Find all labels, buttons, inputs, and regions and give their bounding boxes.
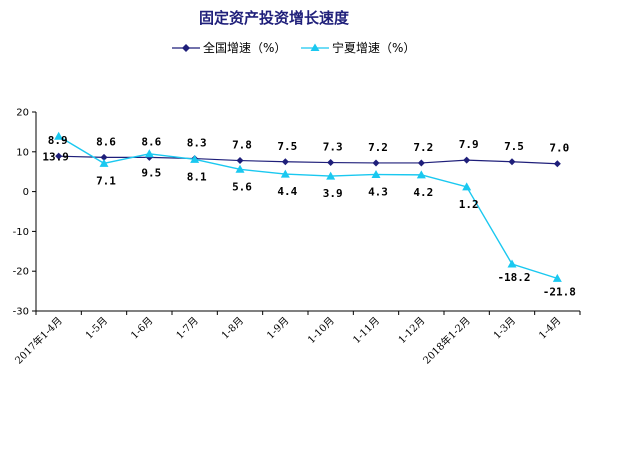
data-label-national: 7.8 <box>232 139 252 152</box>
data-label-ningxia: 3.9 <box>323 187 343 200</box>
point-ningxia <box>190 154 200 163</box>
data-label-ningxia: -21.8 <box>543 285 576 298</box>
data-label-ningxia: 9.5 <box>141 166 161 179</box>
point-ningxia <box>416 170 426 179</box>
chart-title: 固定资产投资增长速度 <box>199 9 350 27</box>
point-national <box>327 159 335 167</box>
x-tick-label: 1-4月 <box>537 315 564 342</box>
point-ningxia <box>462 182 472 191</box>
point-ningxia <box>144 149 154 158</box>
legend-item-ningxia: 宁夏增速（%） <box>301 40 415 55</box>
point-national <box>553 160 561 168</box>
point-national <box>508 158 516 166</box>
y-tick-label: 20 <box>16 108 29 119</box>
data-label-national: 7.0 <box>549 142 569 155</box>
legend-label-ningxia: 宁夏增速（%） <box>332 40 415 55</box>
point-national <box>281 158 289 166</box>
x-tick-label: 1-7月 <box>174 315 201 342</box>
legend: 全国增速（%） 宁夏增速（%） <box>172 40 415 55</box>
point-ningxia <box>552 273 562 282</box>
point-national <box>417 159 425 167</box>
legend-marker-triangle <box>310 43 320 51</box>
data-label-national: 7.5 <box>504 140 524 153</box>
point-ningxia <box>235 164 245 173</box>
point-ningxia <box>326 171 336 180</box>
data-label-ningxia: 4.3 <box>368 185 388 198</box>
x-tick-label: 2018年1-2月 <box>420 314 473 367</box>
data-label-national: 8.6 <box>96 135 116 148</box>
data-label-national: 8.6 <box>141 135 161 148</box>
data-label-national: 7.9 <box>459 138 479 151</box>
point-ningxia <box>507 259 517 268</box>
point-national <box>100 153 108 161</box>
data-label-national: 8.9 <box>48 134 68 147</box>
x-tick-label: 1-9月 <box>265 315 292 342</box>
legend-marker-diamond <box>182 44 190 52</box>
data-label-ningxia: 4.4 <box>277 185 297 198</box>
data-label-national: 7.2 <box>368 141 388 154</box>
series-line-ningxia <box>58 135 558 280</box>
x-tick-label: 1-3月 <box>491 315 518 342</box>
x-tick-label: 1-10月 <box>305 315 336 346</box>
data-label-ningxia: 4.2 <box>413 186 433 199</box>
y-tick-label: 10 <box>16 147 29 158</box>
x-tick-label: 1-5月 <box>83 315 110 342</box>
point-national <box>55 152 63 160</box>
x-tick-label: 1-11月 <box>351 315 382 346</box>
point-national <box>372 159 380 167</box>
data-label-national: 8.3 <box>187 137 207 150</box>
x-tick-label: 2017年1-4月 <box>12 314 65 367</box>
y-tick-label: -10 <box>13 227 29 238</box>
point-national <box>236 157 244 165</box>
data-label-national: 7.5 <box>277 140 297 153</box>
data-label-national: 7.3 <box>323 141 343 154</box>
point-ningxia <box>280 169 290 178</box>
data-label-ningxia: 8.1 <box>187 170 207 183</box>
data-label-ningxia: 7.1 <box>96 174 116 187</box>
data-label-national: 7.2 <box>413 141 433 154</box>
data-label-ningxia: -18.2 <box>497 271 530 284</box>
series-line-national <box>58 155 558 165</box>
point-ningxia <box>99 158 109 167</box>
point-ningxia <box>371 169 381 178</box>
x-tick-label: 1-6月 <box>129 315 156 342</box>
y-tick-label: -30 <box>13 307 29 318</box>
y-tick-label: -20 <box>13 267 29 278</box>
legend-item-national: 全国增速（%） <box>172 40 286 55</box>
x-tick-label: 1-12月 <box>396 315 427 346</box>
data-label-ningxia: 13.9 <box>42 150 69 163</box>
x-tick-label: 1-8月 <box>219 315 246 342</box>
data-label-ningxia: 1.2 <box>459 198 479 211</box>
point-ningxia <box>54 131 64 140</box>
legend-label-national: 全国增速（%） <box>203 40 286 55</box>
data-label-ningxia: 5.6 <box>232 180 252 193</box>
point-national <box>463 156 471 164</box>
y-tick-label: 0 <box>23 187 29 198</box>
